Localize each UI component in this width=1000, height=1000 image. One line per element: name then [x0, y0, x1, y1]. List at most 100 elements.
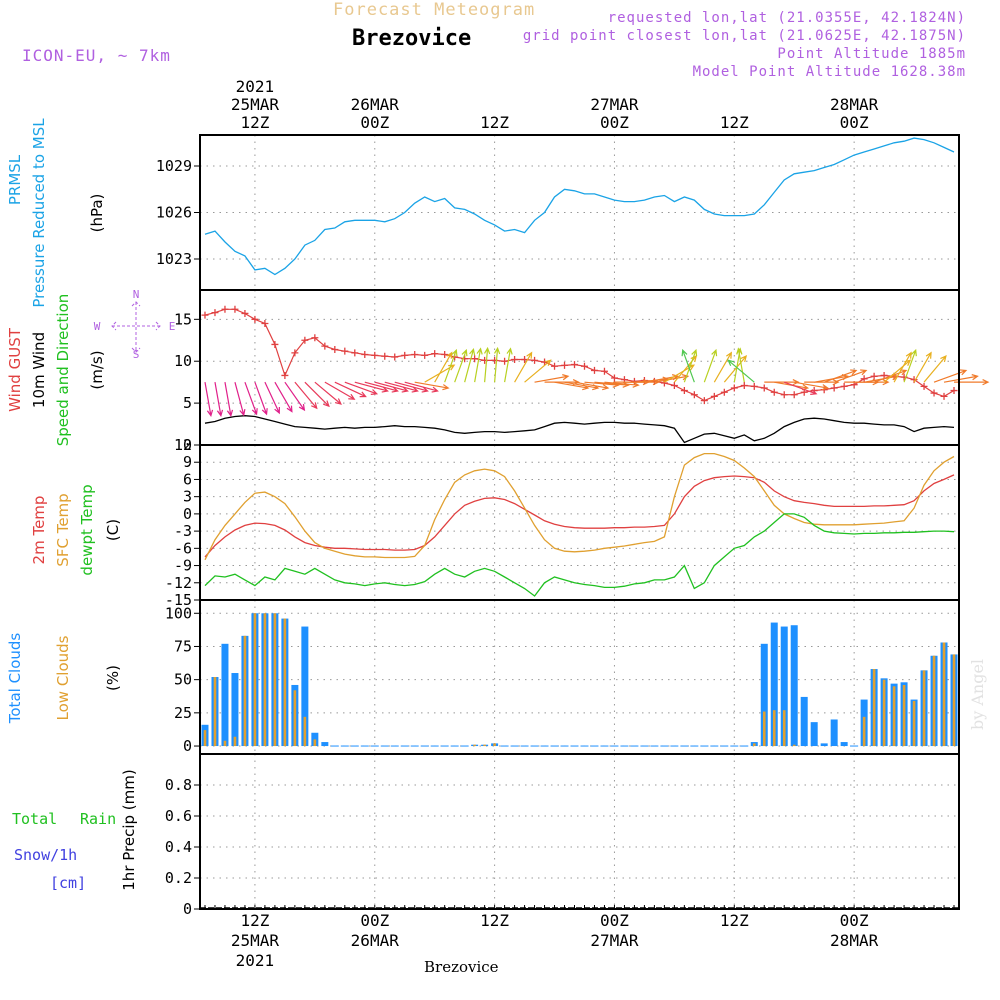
low-cloud-bar: [233, 736, 237, 747]
ytick-label: 0.6: [165, 807, 192, 825]
top-hour-label: 00Z: [840, 113, 869, 132]
wind-direction-arrow: [264, 381, 280, 415]
wind-gust-marker: [740, 382, 748, 390]
bottom-hour-label: 00Z: [840, 911, 869, 930]
compass-rose: [111, 301, 161, 353]
bottom-hour-label: 00Z: [600, 911, 629, 930]
wind-gust-marker: [930, 389, 938, 397]
wind-gust-marker: [441, 351, 449, 359]
wind-gust-marker: [291, 349, 299, 357]
wind-direction-arrow: [794, 381, 830, 391]
total-cloud-bar: [231, 673, 239, 747]
bottom-hour-label: 12Z: [480, 911, 509, 930]
wind-gust-marker: [940, 392, 948, 400]
wind-gust-marker: [521, 356, 529, 364]
wind-gust-marker: [730, 384, 738, 392]
wind-direction-arrow: [304, 381, 330, 408]
total-cloud-bar: [830, 719, 838, 747]
ytick-label: 15: [174, 310, 192, 328]
top-date-label: 28MAR: [830, 95, 879, 114]
ytick-label: 1023: [156, 250, 192, 268]
ytick-label: -15: [165, 591, 192, 609]
label-ms: (m/s): [88, 350, 106, 389]
low-cloud-bar: [243, 635, 247, 747]
wind-gust-marker: [501, 357, 509, 365]
low-cloud-bar: [892, 686, 896, 747]
wind-direction-arrow: [414, 381, 450, 391]
wind-direction-arrow: [204, 382, 214, 418]
wind-gust-marker: [381, 352, 389, 360]
ytick-label: 0.8: [165, 776, 192, 794]
total-cloud-bar: [800, 696, 808, 747]
ytick-label: 75: [174, 637, 192, 655]
wind-gust-line: [204, 308, 955, 402]
low-cloud-bar: [872, 669, 876, 747]
low-cloud-bar: [253, 613, 257, 747]
low-cloud-bar: [772, 710, 776, 747]
wind-direction-arrow: [574, 381, 610, 391]
wind-direction-arrow: [324, 381, 356, 400]
wind-direction-arrow: [294, 381, 318, 410]
ytick-label: 9: [183, 453, 192, 471]
low-cloud-bar: [313, 739, 317, 747]
top-hour-label: 00Z: [600, 113, 629, 132]
wind-direction-arrow: [214, 382, 224, 418]
footer-station-name: Brezovice: [424, 958, 499, 976]
top-date-label: 27MAR: [590, 95, 639, 114]
wind-direction-arrow: [284, 381, 306, 412]
wind-direction-arrow: [736, 347, 745, 383]
wind-gust-marker: [411, 351, 419, 359]
low-cloud-bar: [293, 690, 297, 747]
bottom-hour-label: 00Z: [360, 911, 389, 930]
wind-gust-marker: [231, 305, 239, 313]
low-cloud-bar: [473, 744, 476, 747]
label-10m-wind: 10m Wind: [30, 332, 48, 408]
wind-direction-arrow: [683, 348, 698, 383]
wind-gust-marker: [710, 392, 718, 400]
low-cloud-bar: [942, 642, 946, 747]
ytick-label: -3: [174, 522, 192, 540]
ytick-label: -6: [174, 539, 192, 557]
wind-gust-marker: [750, 382, 758, 390]
low-cloud-bar: [273, 613, 277, 747]
wind-direction-arrow: [334, 381, 367, 398]
wind-gust-marker: [341, 347, 349, 355]
wind-direction-arrow: [883, 359, 912, 383]
bottom-date-label: 26MAR: [351, 931, 400, 950]
top-hour-label: 00Z: [360, 113, 389, 132]
wind-direction-arrow: [913, 351, 932, 383]
wind-gust-marker: [840, 382, 848, 390]
total-cloud-bar: [810, 722, 818, 747]
top-hour-label: 12Z: [720, 113, 749, 132]
wind-direction-arrow: [823, 369, 858, 383]
wind-gust-marker: [241, 309, 249, 317]
wind-direction-arrow: [727, 359, 755, 383]
ytick-label: 100: [165, 604, 192, 622]
compass-s: S: [133, 348, 140, 361]
low-cloud-bar: [952, 654, 956, 747]
low-cloud-bar: [223, 740, 227, 747]
low-cloud-bar: [762, 711, 766, 747]
ytick-label: 50: [174, 671, 192, 689]
wind-gust-marker: [511, 356, 519, 364]
ytick-label: 0: [183, 505, 192, 523]
label-2m-temp: 2m Temp: [30, 496, 48, 565]
low-cloud-bar: [752, 743, 756, 747]
wind-gust-marker: [580, 362, 588, 370]
wind-direction-arrow: [394, 381, 429, 393]
ytick-label: 12: [174, 436, 192, 454]
wind-direction-arrow: [854, 379, 890, 386]
wind-gust-marker: [790, 391, 798, 399]
wind-gust-marker: [860, 375, 868, 383]
wind-gust-marker: [301, 336, 309, 344]
wind-direction-arrow: [444, 348, 458, 383]
ytick-label: 5: [183, 394, 192, 412]
wind-gust-marker: [331, 345, 339, 353]
label-prmsl: PRMSL: [6, 154, 24, 205]
wind-direction-arrow: [804, 379, 840, 386]
low-cloud-bar: [303, 716, 307, 747]
wind-direction-arrow: [933, 369, 968, 383]
wind-direction-arrow: [493, 346, 501, 383]
bottom-year-label: 2021: [236, 951, 275, 970]
wind-gust-marker: [680, 387, 688, 395]
